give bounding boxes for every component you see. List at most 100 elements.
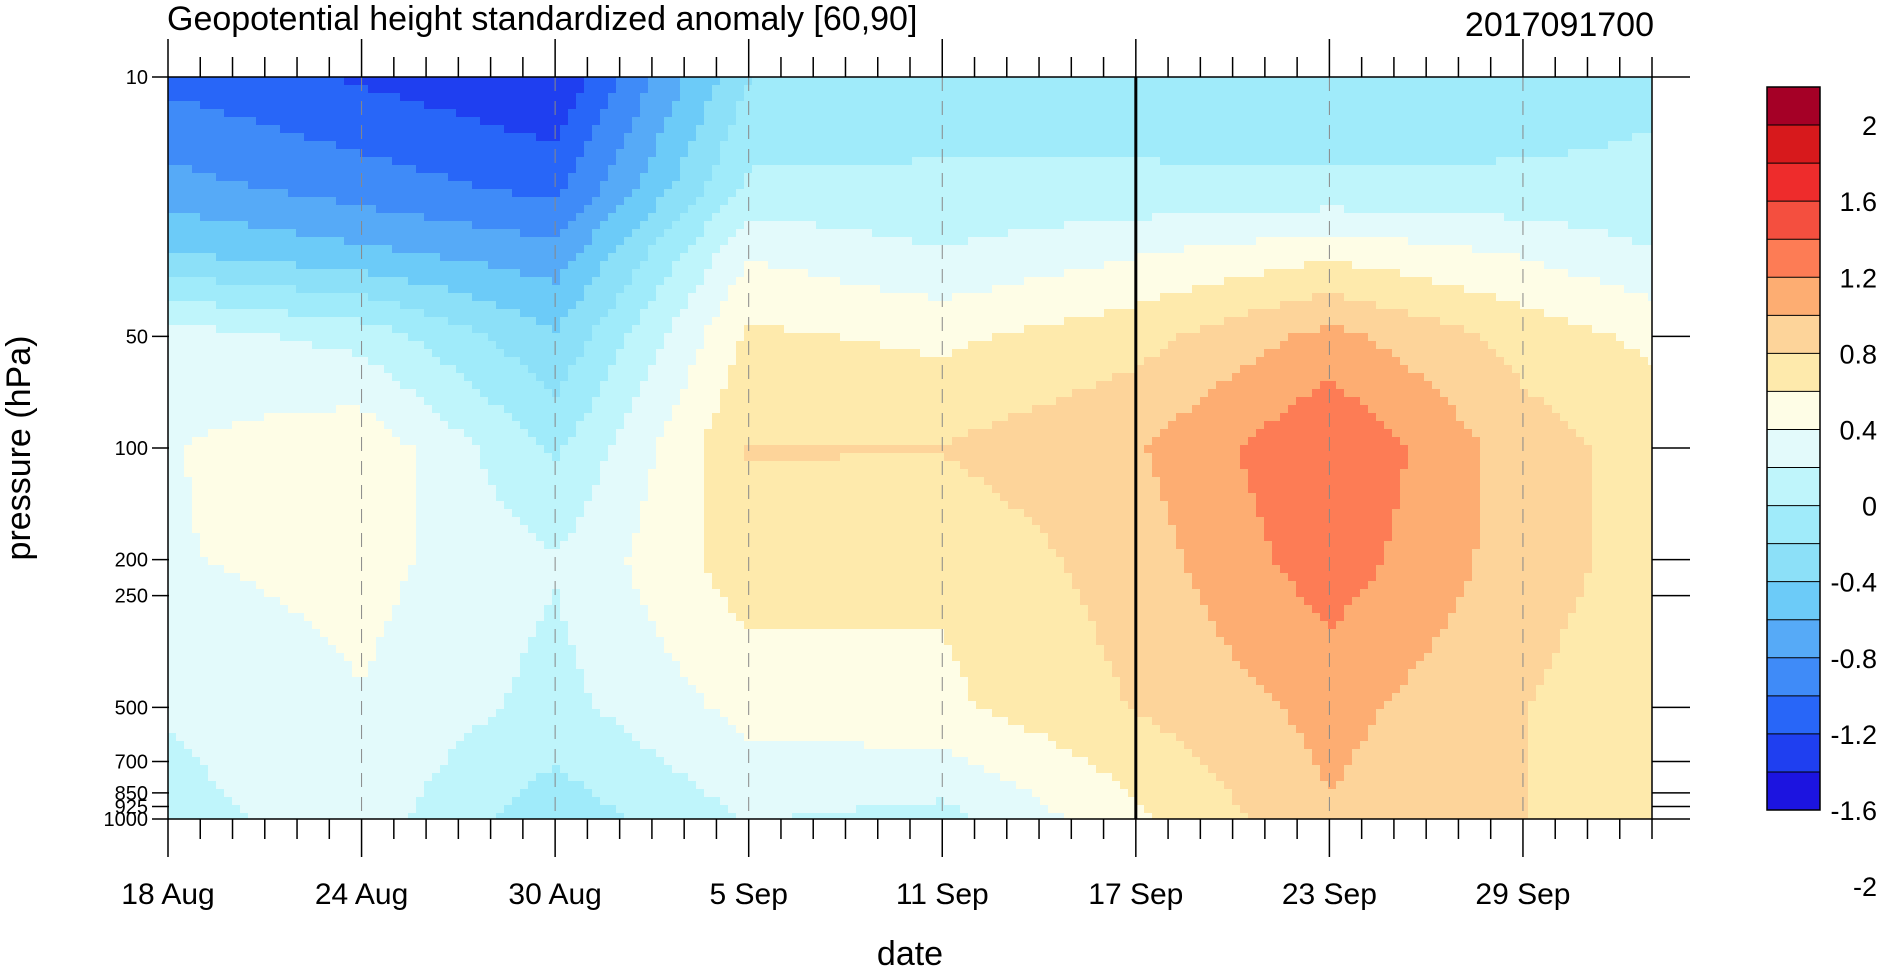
contour-cell	[472, 493, 481, 502]
contour-cell	[432, 805, 441, 814]
contour-cell	[424, 389, 433, 398]
contour-cell	[208, 285, 217, 294]
contour-cell	[504, 157, 513, 166]
contour-cell	[304, 589, 313, 598]
contour-cell	[392, 813, 401, 820]
contour-cell	[392, 717, 401, 726]
contour-cell	[504, 181, 513, 190]
contour-cell	[208, 341, 217, 350]
contour-cell	[552, 709, 561, 718]
contour-cell	[544, 261, 553, 270]
contour-cell	[488, 77, 497, 86]
contour-cell	[216, 309, 225, 318]
contour-cell	[576, 629, 585, 638]
contour-cell	[520, 285, 529, 294]
contour-cell	[568, 381, 577, 390]
contour-cell	[288, 221, 297, 230]
contour-cell	[248, 181, 257, 190]
contour-cell	[368, 621, 377, 630]
contour-cell	[336, 733, 345, 742]
contour-cell	[416, 805, 425, 814]
contour-cell	[504, 589, 513, 598]
contour-cell	[304, 197, 313, 206]
contour-cell	[296, 469, 305, 478]
contour-cell	[320, 797, 329, 806]
contour-cell	[544, 205, 553, 214]
contour-cell	[504, 125, 513, 134]
contour-cell	[400, 397, 409, 406]
contour-cell	[544, 237, 553, 246]
contour-cell	[224, 437, 233, 446]
contour-cell	[584, 285, 593, 294]
contour-cell	[176, 429, 185, 438]
contour-cell	[176, 341, 185, 350]
contour-cell	[480, 645, 489, 654]
contour-cell	[368, 749, 377, 758]
contour-cell	[432, 277, 441, 286]
contour-cell	[256, 261, 265, 270]
contour-cell	[432, 269, 441, 278]
contour-cell	[360, 277, 369, 286]
contour-cell	[584, 509, 593, 518]
contour-cell	[520, 653, 529, 662]
contour-cell	[216, 445, 225, 454]
contour-cell	[592, 485, 601, 494]
contour-cell	[576, 365, 585, 374]
contour-cell	[456, 277, 465, 286]
contour-cell	[528, 405, 537, 414]
contour-cell	[184, 293, 193, 302]
contour-cell	[168, 741, 177, 750]
contour-cell	[440, 485, 449, 494]
contour-cell	[416, 709, 425, 718]
contour-cell	[200, 117, 209, 126]
contour-cell	[264, 749, 273, 758]
contour-cell	[216, 781, 225, 790]
contour-cell	[456, 541, 465, 550]
contour-cell	[208, 557, 217, 566]
contour-cell	[432, 573, 441, 582]
contour-cell	[352, 485, 361, 494]
contour-cell	[408, 205, 417, 214]
contour-cell	[568, 525, 577, 534]
contour-cell	[504, 133, 513, 142]
contour-cell	[368, 221, 377, 230]
contour-cell	[584, 197, 593, 206]
contour-cell	[344, 293, 353, 302]
contour-cell	[304, 517, 313, 526]
contour-cell	[456, 85, 465, 94]
contour-cell	[584, 341, 593, 350]
contour-cell	[192, 229, 201, 238]
contour-cell	[432, 525, 441, 534]
contour-cell	[408, 101, 417, 110]
contour-cell	[544, 469, 553, 478]
contour-cell	[584, 101, 593, 110]
contour-cell	[296, 733, 305, 742]
contour-cell	[568, 605, 577, 614]
contour-cell	[528, 157, 537, 166]
contour-cell	[280, 341, 289, 350]
contour-cell	[472, 101, 481, 110]
contour-cell	[560, 245, 569, 254]
contour-cell	[424, 165, 433, 174]
contour-cell	[512, 141, 521, 150]
contour-cell	[248, 757, 257, 766]
contour-cell	[216, 301, 225, 310]
contour-cell	[392, 389, 401, 398]
contour-cell	[280, 157, 289, 166]
contour-cell	[216, 437, 225, 446]
contour-cell	[488, 637, 497, 646]
contour-cell	[360, 517, 369, 526]
contour-cell	[272, 725, 281, 734]
contour-cell	[176, 717, 185, 726]
contour-cell	[496, 469, 505, 478]
contour-cell	[256, 797, 265, 806]
contour-cell	[336, 373, 345, 382]
contour-cell	[296, 285, 305, 294]
contour-cell	[424, 565, 433, 574]
contour-cell	[408, 621, 417, 630]
contour-cell	[384, 605, 393, 614]
contour-cell	[472, 637, 481, 646]
contour-cell	[448, 677, 457, 686]
contour-cell	[472, 485, 481, 494]
contour-cell	[416, 373, 425, 382]
